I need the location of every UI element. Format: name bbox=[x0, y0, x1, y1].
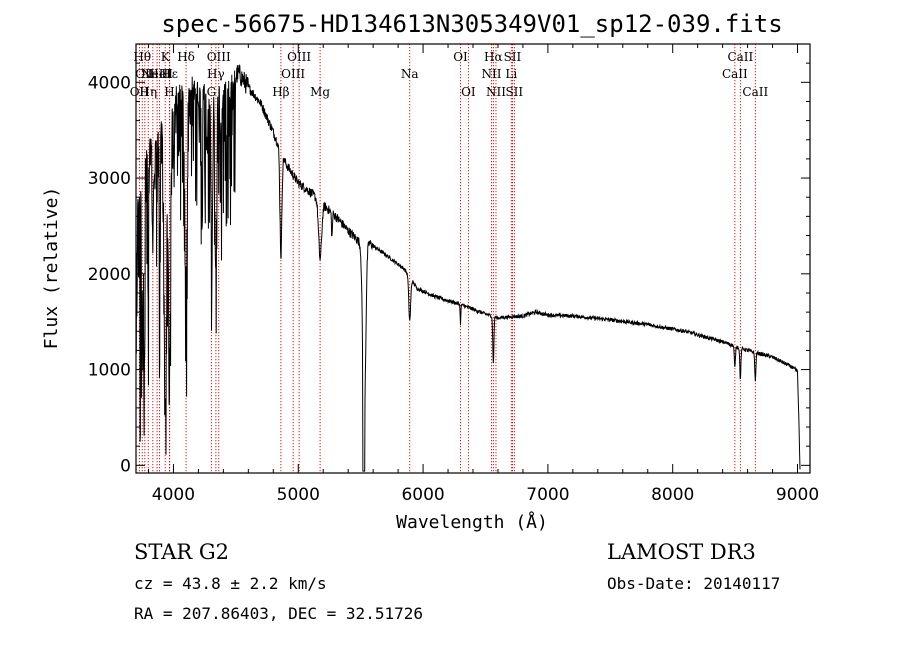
spectrum-series bbox=[135, 64, 801, 472]
observation-date: Obs-Date: 20140117 bbox=[607, 574, 781, 593]
x-tick-label: 6000 bbox=[401, 485, 444, 505]
line-label: Li bbox=[505, 67, 517, 81]
plot-frame bbox=[135, 43, 811, 474]
y-tick-label: 0 bbox=[120, 456, 131, 476]
x-axis-label: Wavelength (Å) bbox=[396, 511, 548, 533]
x-tick-label: 8000 bbox=[651, 485, 694, 505]
line-label: OIII bbox=[281, 67, 305, 81]
line-label: OII bbox=[135, 67, 155, 81]
line-label: NII bbox=[481, 67, 501, 81]
line-label: Hε bbox=[161, 67, 178, 81]
y-tick-label: 3000 bbox=[88, 169, 131, 189]
line-label: SII bbox=[505, 85, 523, 99]
x-tick-label: 4000 bbox=[152, 485, 195, 505]
line-label: NeIII bbox=[141, 67, 173, 81]
x-axis-ticks: 4000 5000 6000 7000 8000 9000 bbox=[147, 44, 819, 505]
line-label: HeI bbox=[148, 67, 171, 81]
line-label: OI bbox=[453, 50, 468, 64]
line-label: OIII bbox=[207, 50, 231, 64]
line-label: SII bbox=[504, 50, 522, 64]
line-label: CaII bbox=[722, 67, 748, 81]
line-label: Na bbox=[401, 67, 419, 81]
y-tick-label: 2000 bbox=[88, 265, 131, 285]
y-axis-ticks: 0 1000 2000 3000 4000 bbox=[88, 43, 810, 476]
line-label: OII bbox=[130, 85, 150, 99]
line-label: G bbox=[207, 85, 217, 99]
line-label: OI bbox=[461, 85, 476, 99]
coordinates: RA = 207.86403, DEC = 32.51726 bbox=[134, 604, 423, 623]
line-label: Hδ bbox=[177, 50, 195, 64]
line-label: Hθ bbox=[133, 50, 151, 64]
survey-name: LAMOST DR3 bbox=[607, 540, 756, 564]
line-label: Mg bbox=[310, 85, 330, 99]
line-label: CaII bbox=[727, 50, 753, 64]
line-label: H bbox=[164, 85, 174, 99]
chart-title: spec-56675-HD134613N305349V01_sp12-039.f… bbox=[161, 10, 782, 38]
line-label: Hη bbox=[139, 85, 157, 99]
line-label: K bbox=[161, 50, 171, 64]
y-axis-label: Flux (relative) bbox=[41, 187, 62, 350]
x-tick-label: 7000 bbox=[526, 485, 569, 505]
redshift-value: cz = 43.8 ± 2.2 km/s bbox=[134, 574, 327, 593]
line-label: NII bbox=[486, 85, 506, 99]
line-label: OIII bbox=[287, 50, 311, 64]
line-label: CaII bbox=[742, 85, 768, 99]
x-tick-label: 5000 bbox=[277, 485, 320, 505]
line-label: Hα bbox=[484, 50, 503, 64]
x-tick-label: 9000 bbox=[776, 485, 819, 505]
line-label: Hβ bbox=[272, 85, 289, 99]
y-tick-label: 1000 bbox=[88, 361, 131, 381]
object-class: STAR G2 bbox=[134, 540, 230, 564]
emission-line-labels: OIIHθOIIHηNeIIIHeIKHHεHδGHγOIIIHβOIIIOII… bbox=[130, 50, 769, 99]
line-label: Hγ bbox=[207, 67, 225, 81]
y-tick-label: 4000 bbox=[88, 73, 131, 93]
